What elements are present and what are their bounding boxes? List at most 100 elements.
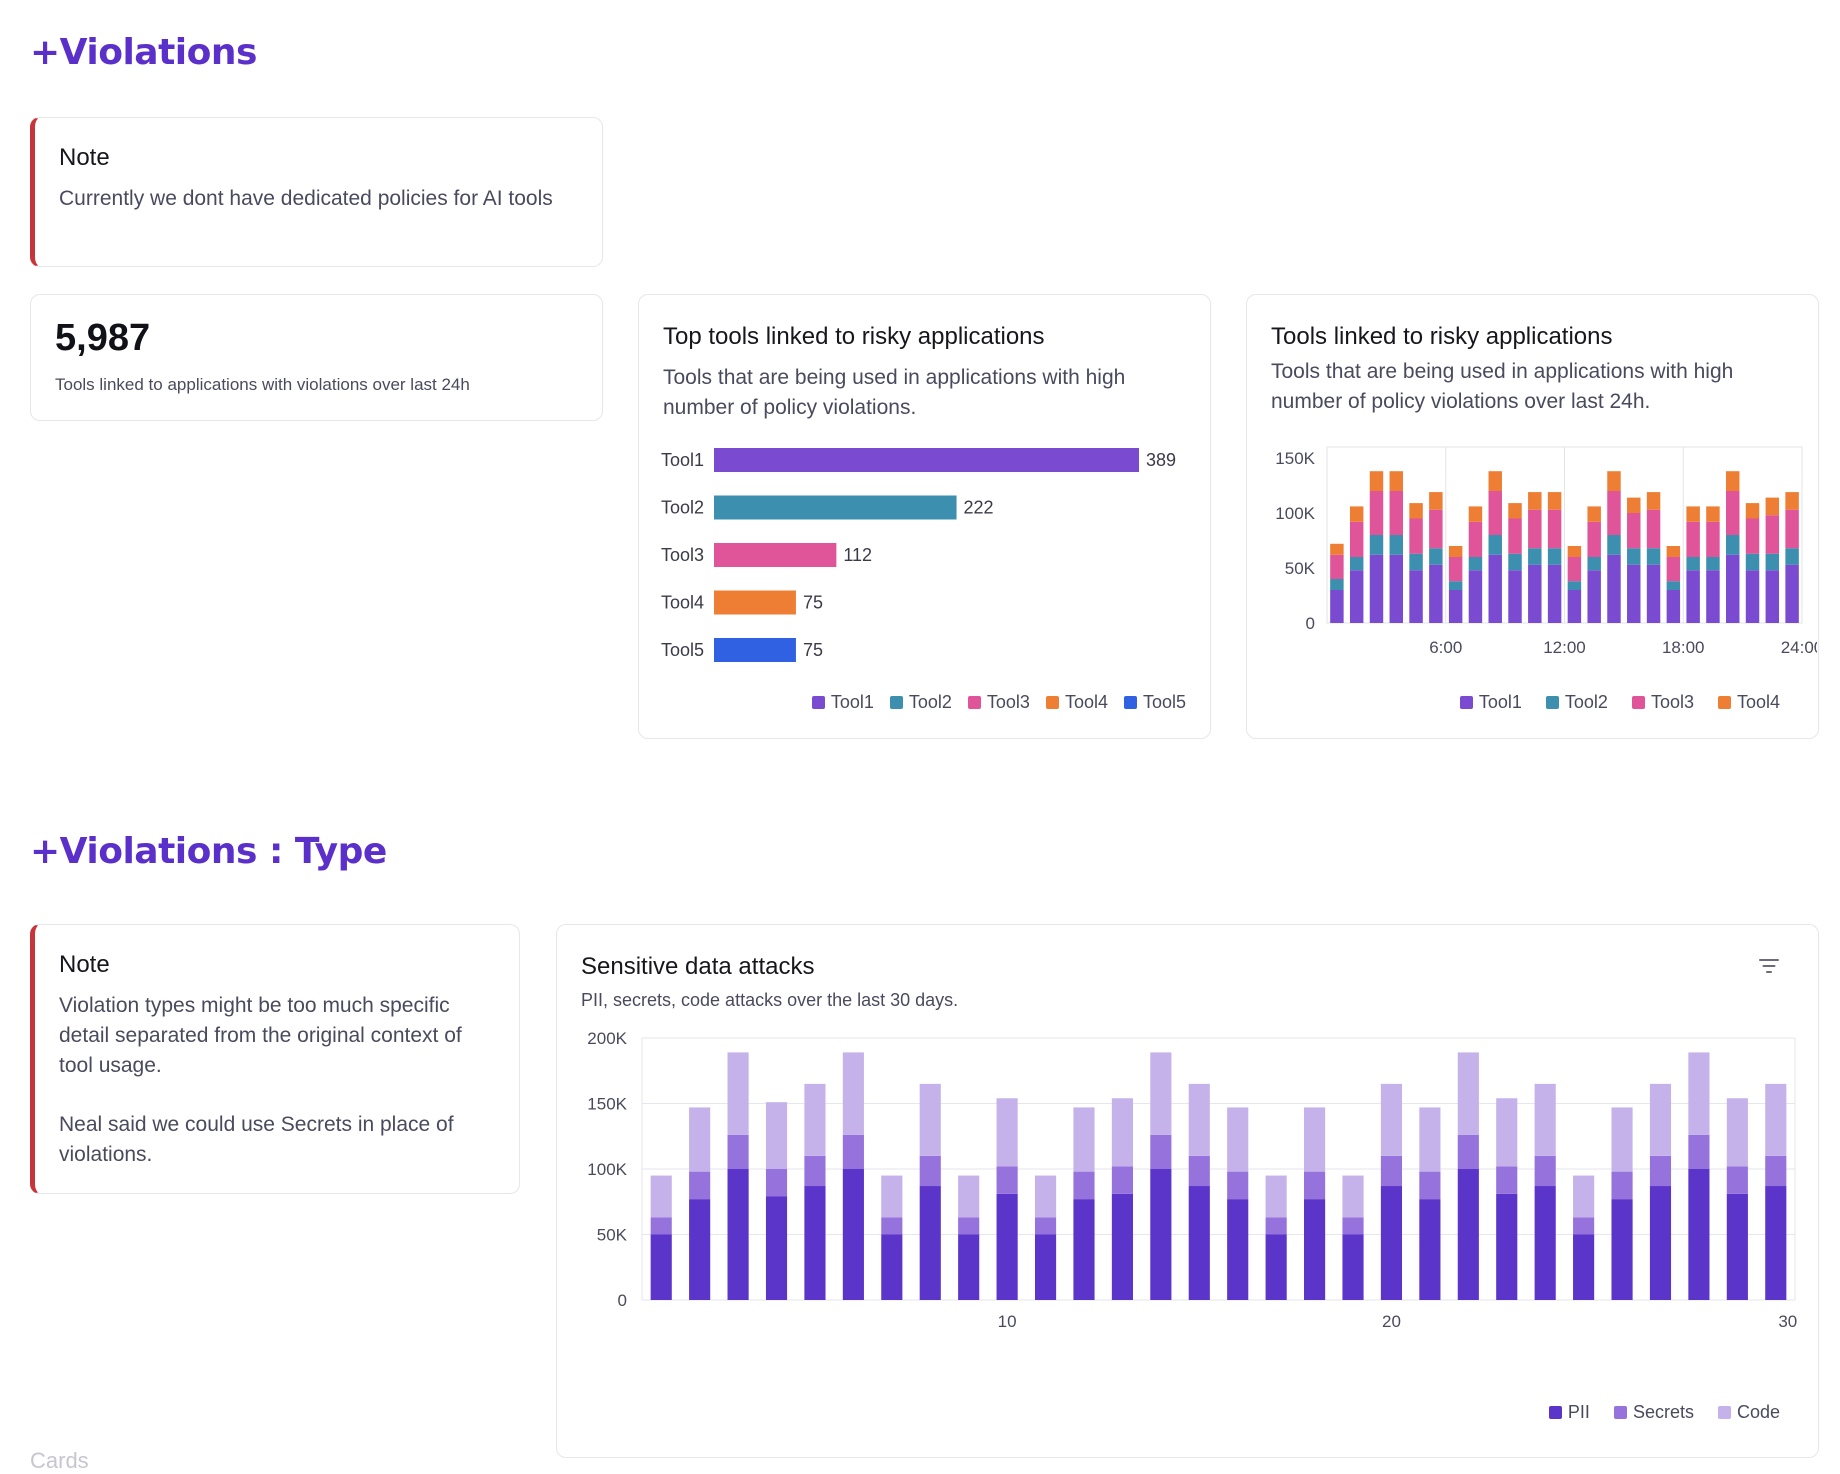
- bar-segment-tool4[interactable]: [1706, 506, 1720, 522]
- bar-segment-pii[interactable]: [1457, 1169, 1479, 1300]
- bar-segment-secrets[interactable]: [1380, 1155, 1403, 1187]
- bar-segment-pii[interactable]: [842, 1169, 864, 1300]
- bar-segment-pii[interactable]: [1611, 1199, 1633, 1300]
- bar-segment-tool1[interactable]: [1429, 564, 1443, 623]
- bar-segment-tool1[interactable]: [1587, 570, 1601, 623]
- bar-segment-pii[interactable]: [1227, 1199, 1249, 1300]
- filter-icon[interactable]: [1758, 957, 1780, 975]
- bar-segment-tool1[interactable]: [1627, 564, 1641, 623]
- bar-segment-tool1[interactable]: [1765, 570, 1780, 623]
- bar-segment-pii[interactable]: [1496, 1193, 1518, 1300]
- legend-item-tool1[interactable]: Tool1: [1459, 692, 1522, 713]
- bar-segment-tool1[interactable]: [1528, 564, 1542, 623]
- bar-segment-code[interactable]: [1534, 1083, 1556, 1156]
- bar-segment-pii[interactable]: [881, 1234, 903, 1301]
- bar-segment-pii[interactable]: [1073, 1199, 1095, 1300]
- bar-segment-pii[interactable]: [958, 1234, 980, 1301]
- bar-segment-secrets[interactable]: [1457, 1134, 1479, 1169]
- bar-segment-pii[interactable]: [996, 1193, 1018, 1300]
- bar-segment-pii[interactable]: [1111, 1193, 1133, 1300]
- bar-segment-tool4[interactable]: [1587, 506, 1601, 522]
- bar-segment-tool4[interactable]: [1409, 503, 1423, 519]
- bar-tool4[interactable]: [714, 590, 796, 615]
- bar-segment-tool4[interactable]: [1330, 543, 1344, 555]
- legend-item-tool4[interactable]: Tool4: [1717, 692, 1780, 713]
- bar-segment-tool2[interactable]: [1646, 548, 1661, 565]
- legend-item-tool2[interactable]: Tool2: [1545, 692, 1608, 713]
- bar-segment-tool1[interactable]: [1547, 564, 1562, 623]
- bar-segment-code[interactable]: [1649, 1083, 1672, 1156]
- bar-segment-secrets[interactable]: [1726, 1166, 1748, 1194]
- bar-segment-tool1[interactable]: [1785, 564, 1799, 623]
- legend-item-tool3[interactable]: Tool3: [1631, 692, 1694, 713]
- bar-segment-code[interactable]: [1150, 1052, 1172, 1135]
- bar-segment-secrets[interactable]: [1150, 1134, 1172, 1169]
- bar-segment-secrets[interactable]: [727, 1134, 749, 1169]
- bar-segment-code[interactable]: [881, 1175, 903, 1218]
- bar-segment-tool2[interactable]: [1349, 557, 1364, 571]
- bar-segment-pii[interactable]: [1188, 1186, 1210, 1300]
- bar-segment-tool4[interactable]: [1389, 471, 1403, 491]
- bar-segment-tool3[interactable]: [1369, 491, 1384, 535]
- bar-segment-tool4[interactable]: [1349, 506, 1364, 522]
- bar-segment-tool3[interactable]: [1330, 554, 1344, 579]
- bar-segment-pii[interactable]: [1150, 1169, 1172, 1300]
- bar-segment-tool3[interactable]: [1567, 557, 1582, 582]
- bar-segment-tool3[interactable]: [1745, 518, 1760, 554]
- bar-segment-secrets[interactable]: [1342, 1217, 1364, 1235]
- bar-segment-tool2[interactable]: [1567, 581, 1582, 590]
- bar-segment-code[interactable]: [1265, 1175, 1287, 1218]
- bar-segment-tool1[interactable]: [1409, 570, 1423, 623]
- bar-segment-tool4[interactable]: [1666, 546, 1681, 557]
- bar-segment-tool3[interactable]: [1666, 557, 1681, 582]
- bar-segment-tool2[interactable]: [1448, 581, 1463, 590]
- bar-segment-secrets[interactable]: [689, 1171, 711, 1200]
- bar-segment-tool4[interactable]: [1686, 506, 1700, 522]
- bar-segment-pii[interactable]: [689, 1199, 711, 1300]
- bar-segment-tool3[interactable]: [1587, 521, 1601, 557]
- bar-segment-code[interactable]: [1726, 1098, 1748, 1167]
- bar-segment-tool3[interactable]: [1488, 491, 1502, 535]
- bar-segment-tool3[interactable]: [1547, 509, 1562, 549]
- bar-segment-secrets[interactable]: [996, 1166, 1018, 1194]
- bar-segment-tool3[interactable]: [1627, 513, 1641, 549]
- bar-segment-tool1[interactable]: [1389, 554, 1403, 623]
- bar-segment-tool1[interactable]: [1330, 590, 1344, 623]
- bar-segment-tool1[interactable]: [1349, 570, 1364, 623]
- bar-segment-tool2[interactable]: [1666, 581, 1681, 590]
- bar-segment-tool4[interactable]: [1369, 471, 1384, 491]
- bar-segment-secrets[interactable]: [1419, 1171, 1441, 1200]
- bar-segment-tool2[interactable]: [1785, 548, 1799, 565]
- bar-segment-pii[interactable]: [1688, 1169, 1710, 1300]
- bar-segment-secrets[interactable]: [1034, 1217, 1057, 1235]
- bar-segment-tool1[interactable]: [1488, 554, 1502, 623]
- bar-tool3[interactable]: [714, 543, 837, 567]
- bar-segment-secrets[interactable]: [1534, 1155, 1556, 1187]
- bar-segment-tool3[interactable]: [1706, 521, 1720, 557]
- bar-segment-tool1[interactable]: [1508, 570, 1522, 623]
- bar-segment-secrets[interactable]: [650, 1217, 672, 1235]
- bar-segment-pii[interactable]: [1765, 1186, 1787, 1300]
- legend-item-pii[interactable]: PII: [1548, 1402, 1590, 1423]
- bar-segment-tool3[interactable]: [1349, 521, 1364, 557]
- bar-segment-secrets[interactable]: [804, 1155, 826, 1187]
- bar-segment-tool2[interactable]: [1587, 557, 1601, 571]
- bar-segment-tool4[interactable]: [1765, 497, 1780, 516]
- bar-segment-secrets[interactable]: [1688, 1134, 1710, 1169]
- bar-segment-tool1[interactable]: [1666, 590, 1681, 623]
- bar-segment-secrets[interactable]: [958, 1217, 980, 1235]
- bar-segment-pii[interactable]: [1726, 1193, 1748, 1300]
- bar-segment-tool2[interactable]: [1409, 553, 1423, 571]
- bar-segment-tool3[interactable]: [1726, 491, 1740, 535]
- bar-segment-code[interactable]: [1227, 1107, 1249, 1172]
- bar-segment-code[interactable]: [919, 1083, 941, 1156]
- bar-segment-tool3[interactable]: [1785, 509, 1799, 549]
- bar-segment-tool4[interactable]: [1508, 503, 1522, 519]
- legend-item-tool4[interactable]: Tool4: [1045, 692, 1108, 713]
- bar-segment-tool4[interactable]: [1627, 497, 1641, 513]
- bar-segment-tool3[interactable]: [1607, 491, 1621, 535]
- bar-segment-pii[interactable]: [650, 1234, 672, 1301]
- bar-segment-tool3[interactable]: [1429, 509, 1443, 549]
- bar-segment-pii[interactable]: [1419, 1199, 1441, 1300]
- bar-segment-secrets[interactable]: [842, 1134, 864, 1169]
